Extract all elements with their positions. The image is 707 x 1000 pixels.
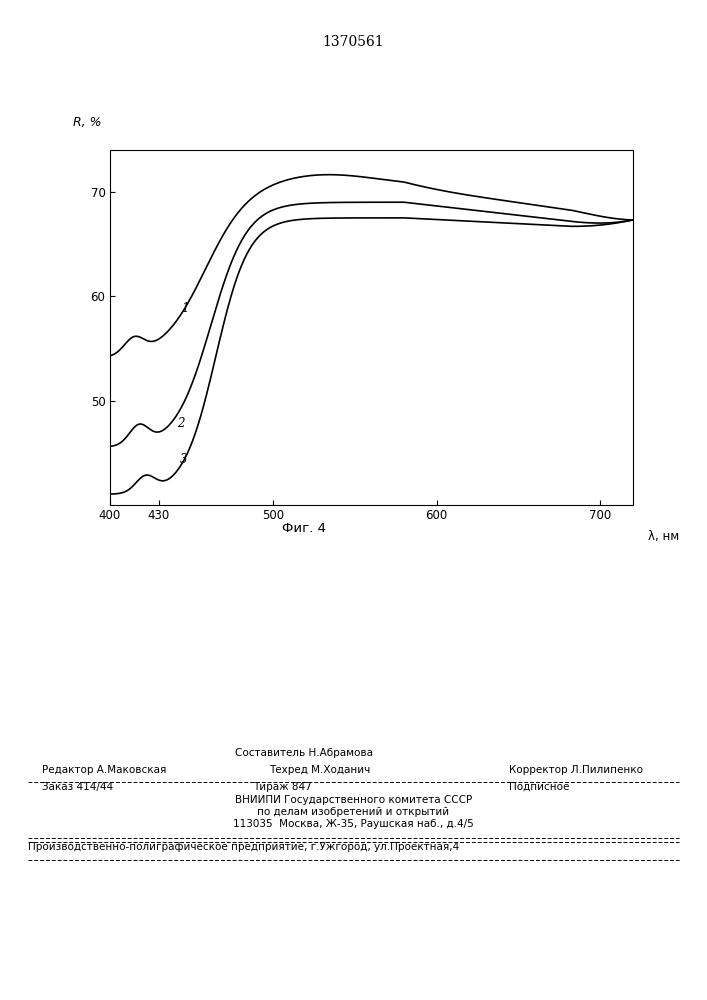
Text: 3: 3 <box>180 453 187 466</box>
Text: Составитель Н.Абрамова: Составитель Н.Абрамова <box>235 748 373 758</box>
Text: 1370561: 1370561 <box>322 35 385 49</box>
Text: Техред М.Ходанич: Техред М.Ходанич <box>269 765 370 775</box>
Text: Производственно-полиграфическое предприятие, г.Ужгород, ул.Проектная,4: Производственно-полиграфическое предприя… <box>28 842 460 852</box>
Text: Фиг. 4: Фиг. 4 <box>282 522 326 535</box>
Text: ВНИИПИ Государственного комитета СССР: ВНИИПИ Государственного комитета СССР <box>235 795 472 805</box>
Text: 113035  Москва, Ж-35, Раушская наб., д.4/5: 113035 Москва, Ж-35, Раушская наб., д.4/… <box>233 819 474 829</box>
Text: Заказ 414/44: Заказ 414/44 <box>42 782 114 792</box>
Text: R, %: R, % <box>73 116 102 129</box>
Text: 1: 1 <box>182 302 189 315</box>
Text: λ, нм: λ, нм <box>648 530 679 543</box>
Text: Редактор А.Маковская: Редактор А.Маковская <box>42 765 167 775</box>
Text: по делам изобретений и открытий: по делам изобретений и открытий <box>257 807 450 817</box>
Text: Тираж 847: Тираж 847 <box>253 782 312 792</box>
Text: Корректор Л.Пилипенко: Корректор Л.Пилипенко <box>509 765 643 775</box>
Text: 2: 2 <box>177 417 184 430</box>
Text: Подписное: Подписное <box>509 782 569 792</box>
